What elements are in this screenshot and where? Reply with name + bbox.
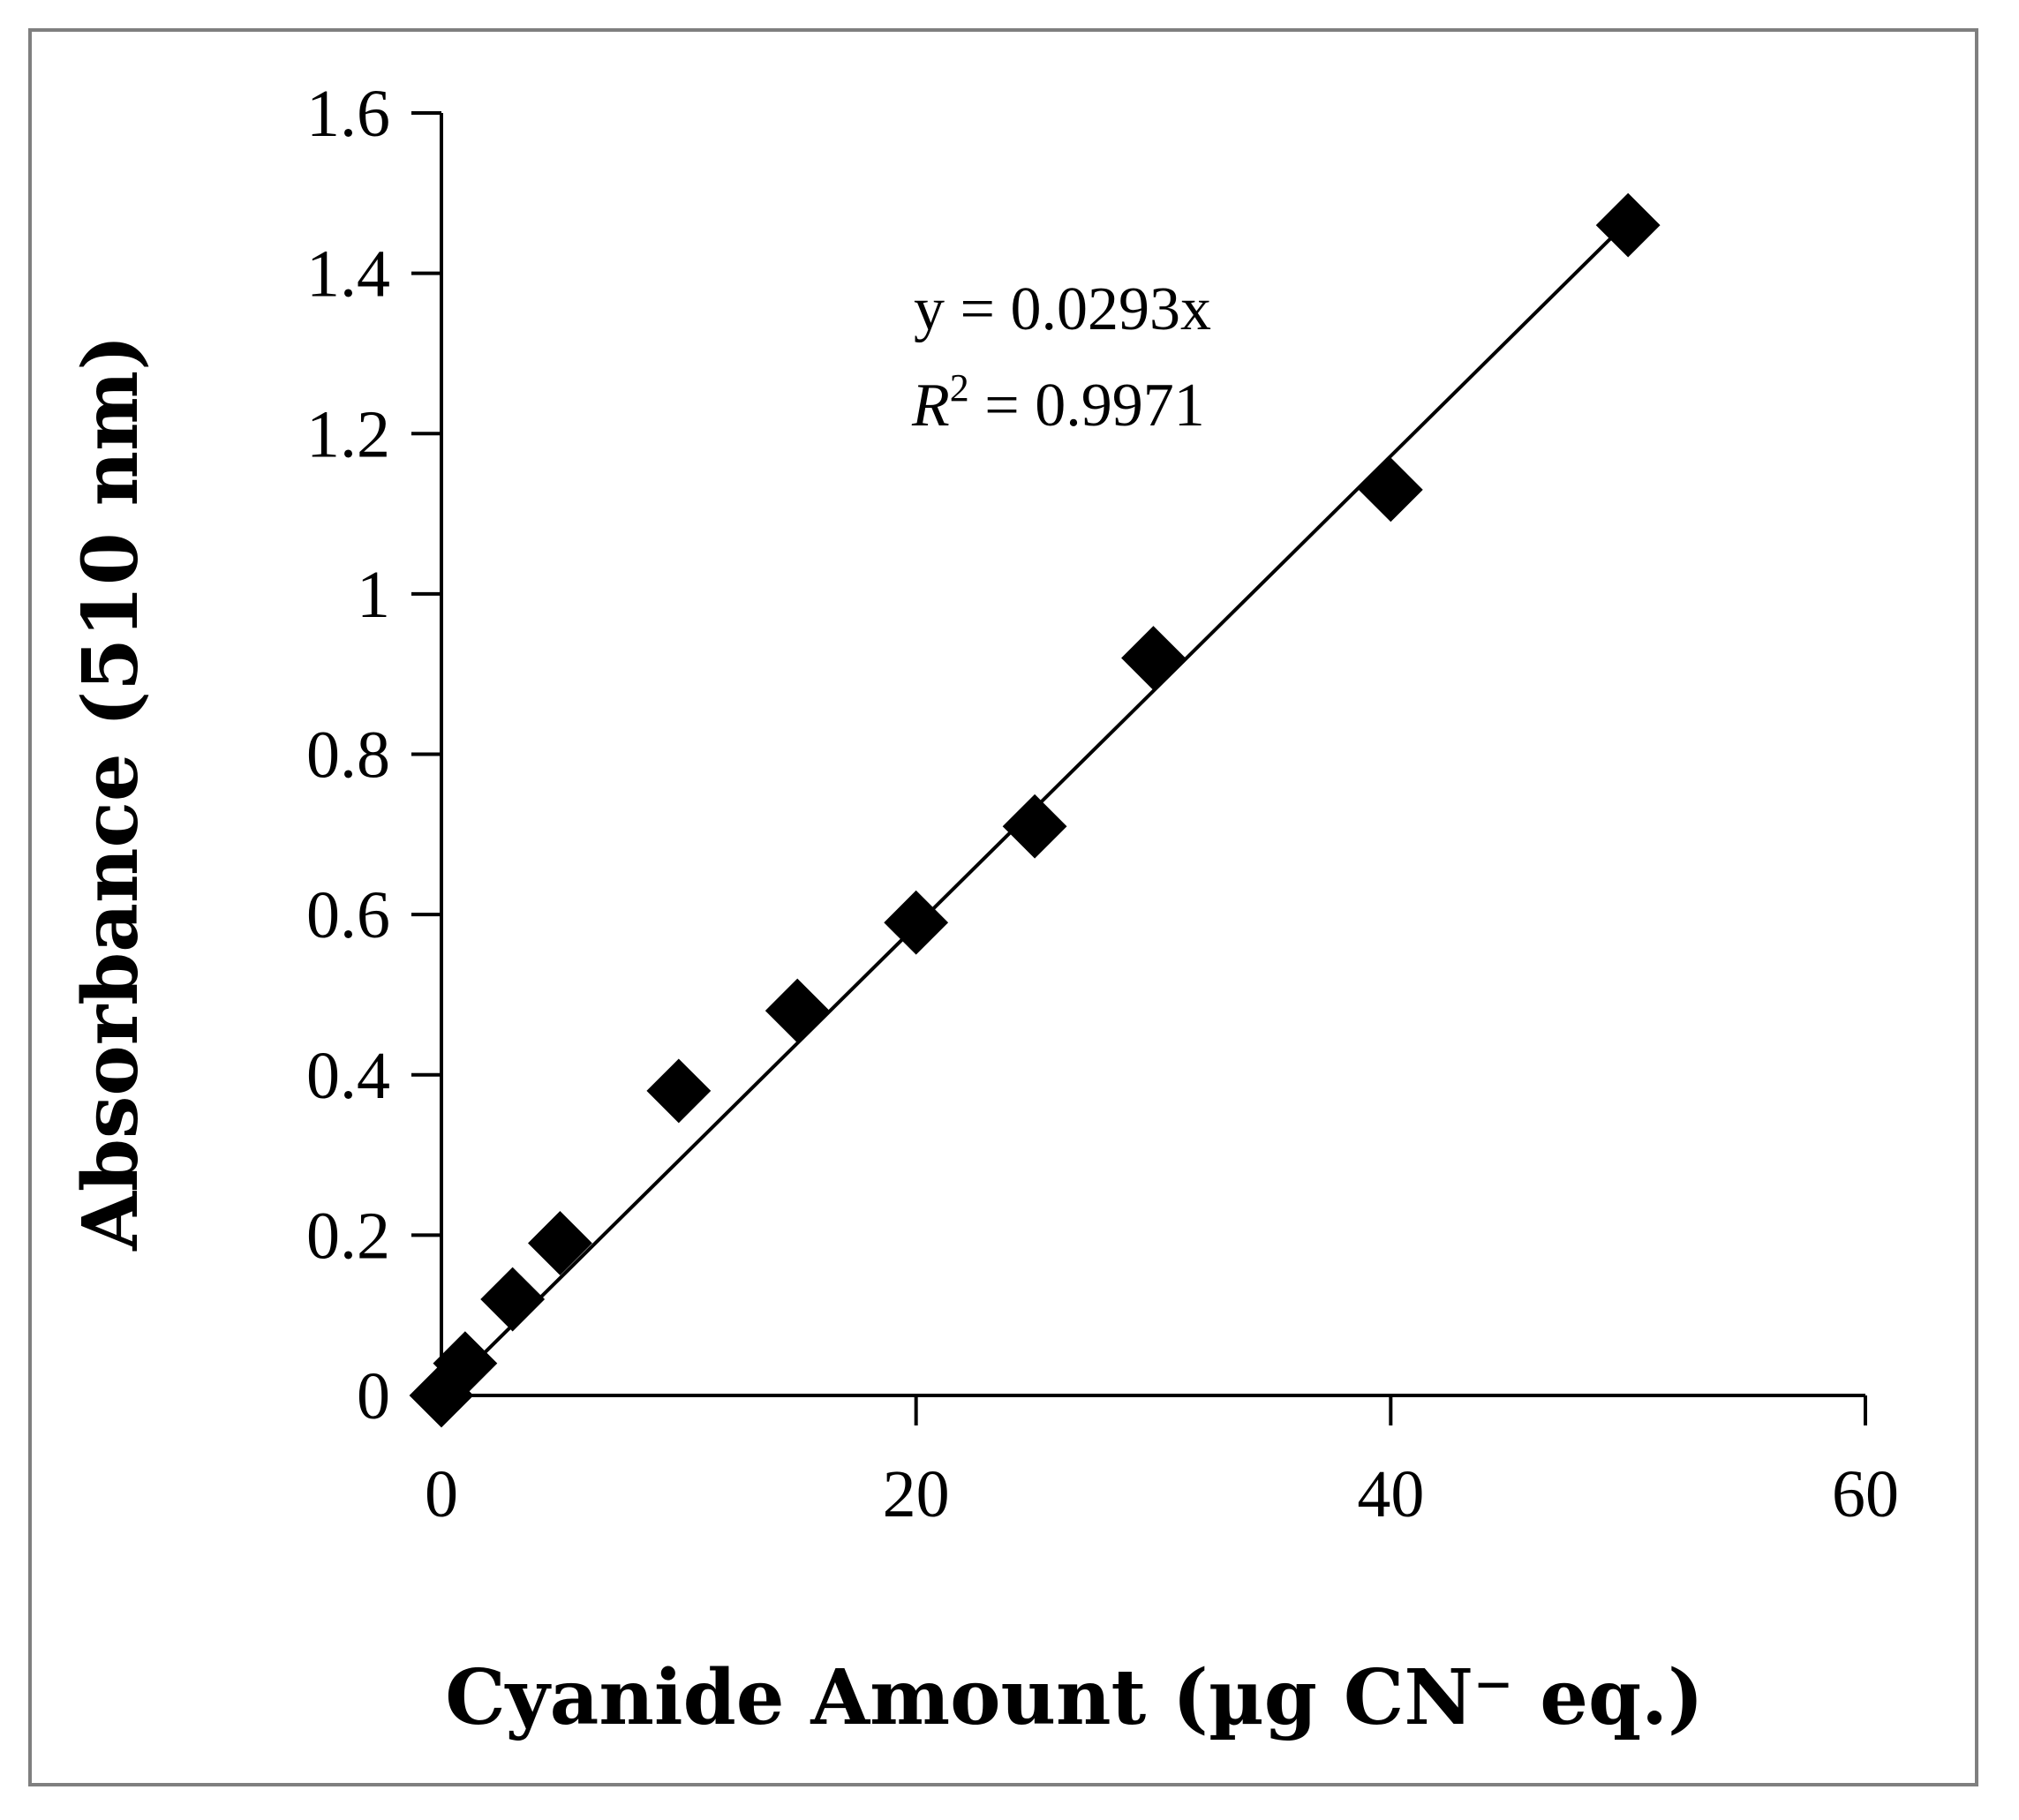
y-tick-label: 0: [357, 1359, 390, 1433]
y-tick-label: 1.2: [306, 397, 390, 471]
data-point-marker: [433, 1331, 498, 1396]
y-tick-label: 0.6: [306, 878, 390, 952]
y-tick-label: 0.4: [306, 1039, 390, 1113]
y-tick-label: 1.6: [306, 77, 390, 151]
y-tick-label: 1: [357, 558, 390, 632]
r-squared-symbol: R: [911, 372, 950, 440]
y-tick-label: 0.2: [306, 1199, 390, 1273]
x-tick-label: 20: [883, 1457, 950, 1531]
data-point-marker: [1358, 457, 1423, 523]
y-axis-title: Absorbance (510 nm): [66, 335, 155, 1252]
trendline-equation: y = 0.0293x: [914, 275, 1211, 343]
data-point-marker: [480, 1267, 546, 1332]
y-tick-label: 1.4: [306, 237, 390, 312]
x-tick-label: 60: [1832, 1457, 1899, 1531]
data-point-marker: [528, 1211, 592, 1275]
y-tick-label: 0.8: [306, 718, 390, 793]
data-point-marker: [1121, 626, 1186, 690]
data-point-marker: [1595, 192, 1661, 258]
r-squared-exponent: 2: [950, 366, 969, 410]
data-point-marker: [765, 978, 830, 1043]
r-squared-value: = 0.9971: [969, 372, 1205, 440]
tick-labels: 0 0.2 0.4 0.6 0.8 1 1.2 1.4 1.6 0 20 40 60: [306, 77, 1899, 1531]
chart-frame: [28, 28, 1978, 1786]
data-point-marker: [884, 890, 949, 955]
x-axis-title: Cyanide Amount (µg CN⁻ eq.): [445, 1653, 1704, 1742]
x-tick-label: 40: [1357, 1457, 1424, 1531]
data-points: [409, 192, 1661, 1428]
axes: [411, 111, 1867, 1425]
data-point-marker: [1002, 793, 1067, 859]
data-point-marker: [646, 1058, 712, 1124]
r-squared-label: R2 = 0.9971: [911, 366, 1205, 440]
x-tick-label: 0: [425, 1457, 458, 1531]
